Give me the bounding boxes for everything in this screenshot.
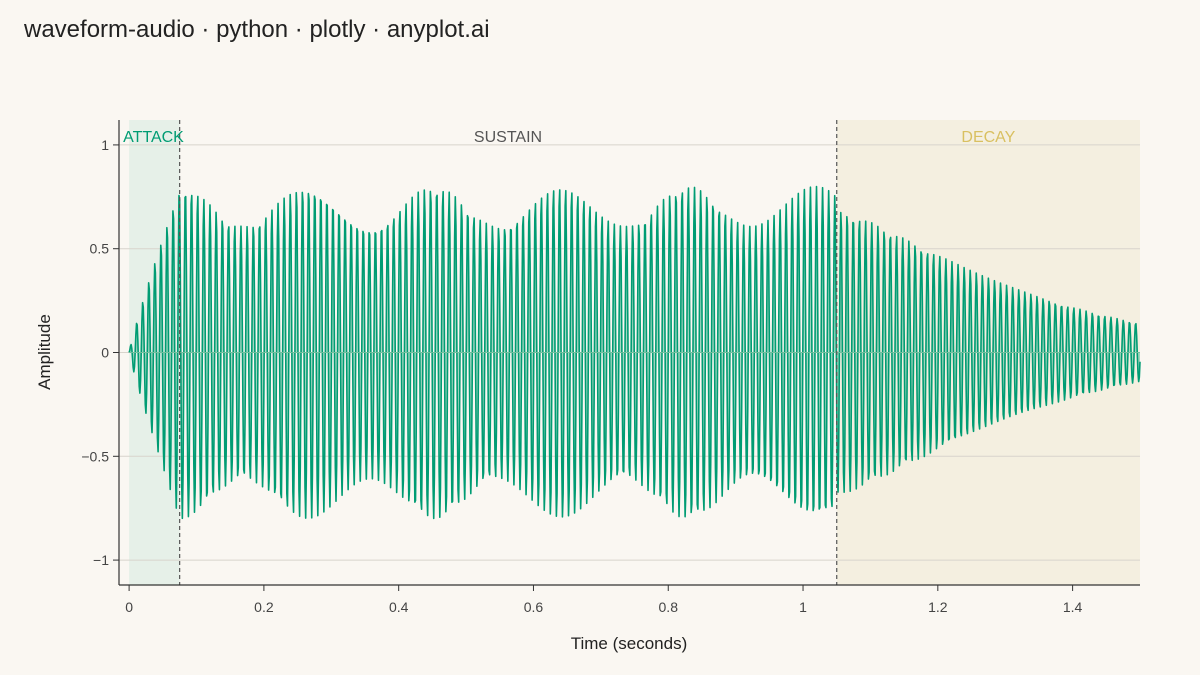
x-tick-label: 1 bbox=[799, 599, 807, 615]
region-label-decay: DECAY bbox=[961, 129, 1015, 146]
x-tick-label: 0.6 bbox=[524, 599, 544, 615]
chart-title: waveform-audio · python · plotly · anypl… bbox=[23, 16, 490, 43]
y-axis-ticks: 1 0.5 0 −0.5 −1 bbox=[81, 137, 119, 568]
x-tick-label: 0.2 bbox=[254, 599, 274, 615]
region-labels: ATTACK SUSTAIN DECAY bbox=[123, 129, 1016, 146]
x-tick-label: 0 bbox=[125, 599, 133, 615]
y-tick-label: 0 bbox=[101, 345, 109, 361]
y-axis-title: Amplitude bbox=[35, 314, 54, 390]
y-tick-label: −1 bbox=[93, 552, 109, 568]
y-tick-label: 1 bbox=[101, 137, 109, 153]
y-tick-label: 0.5 bbox=[90, 241, 110, 257]
y-tick-label: −0.5 bbox=[81, 448, 109, 464]
x-tick-label: 1.2 bbox=[928, 599, 948, 615]
x-axis-ticks: 0 0.2 0.4 0.6 0.8 1 1.2 1.4 bbox=[125, 585, 1083, 615]
region-label-sustain: SUSTAIN bbox=[474, 129, 542, 146]
waveform-line bbox=[128, 185, 1141, 520]
x-tick-label: 0.4 bbox=[389, 599, 409, 615]
x-tick-label: 1.4 bbox=[1063, 599, 1083, 615]
region-label-attack: ATTACK bbox=[123, 129, 184, 146]
region-boundaries bbox=[179, 120, 838, 585]
x-axis-title: Time (seconds) bbox=[571, 634, 688, 653]
waveform-series bbox=[128, 185, 1141, 520]
x-tick-label: 0.8 bbox=[659, 599, 679, 615]
